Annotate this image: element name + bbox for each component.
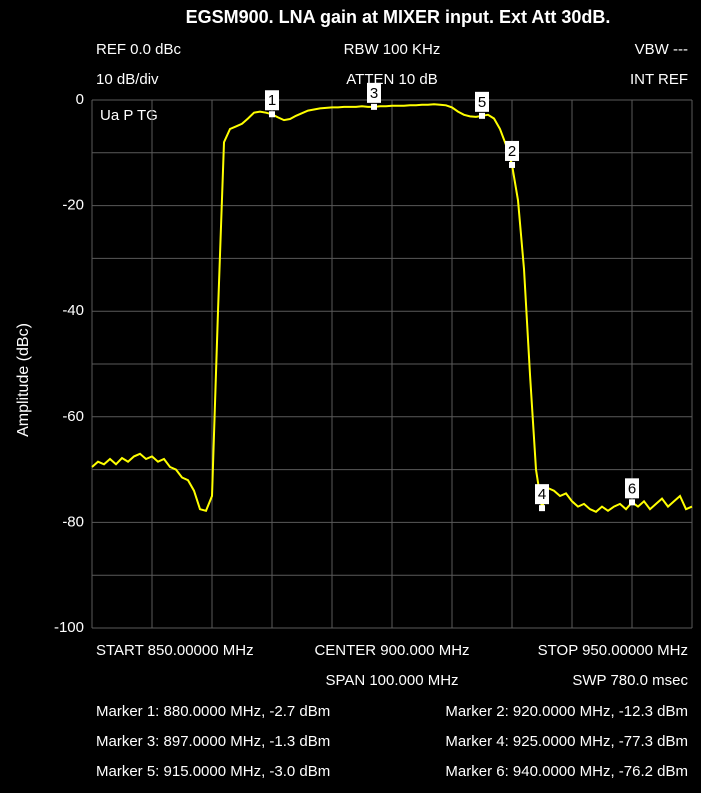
marker-flag: [367, 82, 381, 103]
y-tick-label: 0: [76, 91, 84, 108]
marker-readout: Marker 1: 880.0000 MHz, -2.7 dBm: [96, 703, 330, 720]
marker-readout: Marker 2: 920.0000 MHz, -12.3 dBm: [445, 703, 688, 720]
marker-point: [269, 111, 275, 118]
header-text: 10 dB/div: [96, 71, 159, 88]
footer-text: CENTER 900.000 MHz: [314, 642, 469, 659]
marker-readout: Marker 5: 915.0000 MHz, -3.0 dBm: [96, 763, 330, 780]
marker-label: 1: [268, 92, 276, 109]
y-tick-label: -100: [54, 619, 84, 636]
marker-flag: [535, 484, 549, 505]
marker-point: [539, 505, 545, 512]
marker-label: 6: [628, 480, 636, 497]
y-axis-label: Amplitude (dBc): [15, 323, 32, 437]
marker-point: [509, 161, 515, 168]
y-tick-label: -40: [62, 302, 84, 319]
marker-point: [371, 103, 377, 110]
marker-point: [629, 499, 635, 506]
marker-flag: [475, 91, 489, 112]
header-text: RBW 100 KHz: [344, 41, 441, 58]
trace-line: [91, 103, 693, 513]
marker-readout: Marker 6: 940.0000 MHz, -76.2 dBm: [445, 763, 688, 780]
marker-label: 4: [538, 486, 546, 503]
marker-readout: Marker 4: 925.0000 MHz, -77.3 dBm: [445, 733, 688, 750]
chart-title: EGSM900. LNA gain at MIXER input. Ext At…: [186, 7, 611, 27]
marker-flag: [265, 90, 279, 111]
marker-label: 5: [478, 94, 486, 111]
marker-flag: [625, 478, 639, 499]
footer-text: SPAN 100.000 MHz: [325, 672, 458, 689]
y-tick-label: -20: [62, 197, 84, 214]
header-text: INT REF: [630, 71, 688, 88]
header-text: VBW ---: [635, 41, 688, 58]
marker-flag: [505, 140, 519, 161]
y-tick-label: -80: [62, 513, 84, 530]
marker-label: 3: [370, 85, 378, 102]
header-text: REF 0.0 dBc: [96, 41, 182, 58]
marker-label: 2: [508, 143, 516, 160]
marker-point: [479, 112, 485, 119]
footer-text: STOP 950.00000 MHz: [538, 642, 688, 659]
y-tick-label: -60: [62, 408, 84, 425]
header-text: ATTEN 10 dB: [346, 71, 437, 88]
footer-text: SWP 780.0 msec: [572, 672, 688, 689]
marker-readout: Marker 3: 897.0000 MHz, -1.3 dBm: [96, 733, 330, 750]
footer-text: START 850.00000 MHz: [96, 642, 254, 659]
plot-note: Ua P TG: [100, 107, 158, 124]
